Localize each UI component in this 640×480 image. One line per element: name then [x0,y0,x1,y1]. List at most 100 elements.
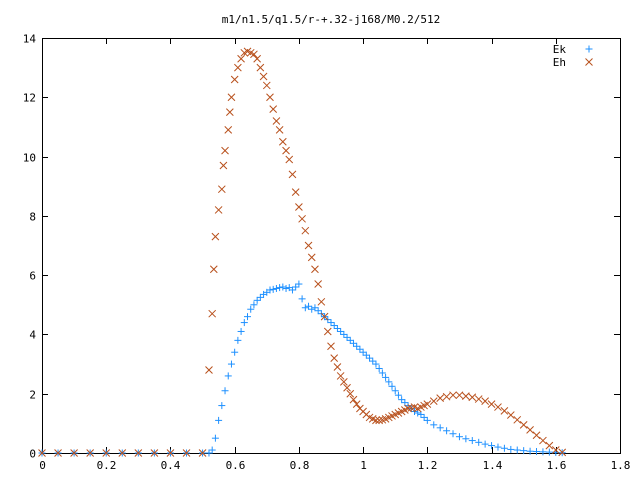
data-point-ek [311,304,319,312]
y-tick-label: 8 [29,211,36,224]
data-point-ek [292,283,300,291]
x-tick-label: 0.6 [226,459,246,472]
data-point-eh [234,63,242,72]
x-tick-label: 1.4 [483,459,503,472]
data-point-ek [394,391,402,399]
data-point-eh [474,395,483,403]
data-point-eh [346,389,355,398]
data-point-eh [259,72,268,81]
x-tick-label: 1 [360,459,367,472]
data-point-eh [352,400,361,408]
data-point-ek [215,416,223,424]
data-point-eh [304,241,313,250]
data-point-ek [545,448,553,456]
series-ek [38,280,566,457]
data-point-eh [166,449,175,457]
data-point-eh [38,449,46,457]
legend-marker-eh [585,58,593,66]
data-point-ek [295,280,303,288]
data-point-ek [356,345,364,353]
data-point-eh [343,383,351,392]
data-point-eh [291,188,300,196]
data-point-ek [218,402,226,410]
data-point-ek [481,440,489,448]
data-point-eh [230,75,239,84]
data-point-ek [282,284,290,292]
data-point-eh [330,354,339,362]
chart-title: m1/n1.5/q1.5/r-+.32-j168/M0.2/512 [222,13,441,26]
data-point-ek [388,382,396,390]
legend-marker-ek [585,45,593,53]
data-point-eh [224,126,233,134]
data-point-eh [429,397,438,405]
data-point-eh [526,426,534,434]
data-point-eh [118,449,127,457]
data-point-ek [462,435,470,443]
data-point-ek [430,421,438,429]
data-point-ek [266,286,274,294]
data-point-ek [539,448,547,456]
plot-frame [42,38,621,454]
data-point-ek [423,416,431,424]
data-point-ek [250,301,258,309]
data-point-eh [275,126,284,134]
data-point-ek [398,396,406,404]
data-point-eh [436,394,445,403]
y-tick-label: 2 [29,389,36,402]
data-point-ek [269,285,277,293]
series-eh [38,47,567,457]
x-tick-label: 1.6 [547,459,567,472]
data-point-eh [301,226,310,235]
data-point-eh [532,431,541,440]
data-point-ek [369,357,377,365]
data-point-eh [494,403,502,411]
data-point-eh [506,411,515,419]
data-point-eh [102,449,111,457]
data-point-ek [253,296,261,304]
data-point-eh [311,265,319,274]
data-point-ek [237,327,245,335]
data-point-eh [256,63,265,72]
data-point-eh [307,253,316,262]
data-point-ek [468,437,476,445]
data-point-ek [256,293,264,301]
data-point-eh [225,108,234,116]
data-point-ek [513,446,521,454]
data-point-ek [327,319,335,327]
data-point-eh [298,214,306,223]
y-tick-label: 4 [29,329,36,342]
data-point-eh [314,280,323,288]
data-point-ek [305,302,313,310]
data-point-eh [262,81,271,90]
data-point-ek [340,330,348,338]
data-point-eh [86,449,95,457]
data-point-eh [205,366,213,374]
data-point-eh [198,449,207,457]
legend-label-ek: Ek [553,43,567,56]
x-tick-label: 1.2 [418,459,438,472]
data-point-ek [488,442,496,450]
data-point-ek [240,319,248,327]
data-point-ek [224,372,232,380]
data-point-ek [436,424,444,432]
data-point-ek [359,348,367,356]
data-point-eh [217,185,226,194]
data-point-eh [134,449,143,457]
data-point-ek [301,304,309,312]
x-tick-label: 0.4 [161,459,181,472]
data-point-ek [276,284,284,292]
data-point-eh [375,416,384,425]
data-point-eh [208,309,217,318]
y-axis: 0 2 4 6 8 10 12 14 [23,33,620,461]
data-point-ek [333,325,341,332]
data-point-eh [545,441,554,450]
y-tick-label: 0 [29,448,36,461]
data-point-ek [308,305,316,313]
data-point-ek [494,443,502,451]
data-point-eh [272,117,281,125]
data-point-ek [221,387,229,395]
legend-label-eh: Eh [553,56,566,69]
data-point-ek [227,360,235,368]
data-point-ek [507,445,515,453]
data-point-ek [372,360,380,368]
